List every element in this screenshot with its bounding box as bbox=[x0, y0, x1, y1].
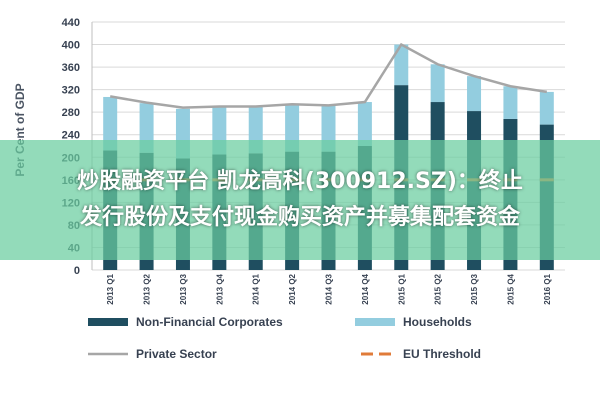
bar-households bbox=[503, 86, 518, 119]
x-tick-label: 2015 Q4 bbox=[506, 273, 515, 304]
x-tick-label: 2015 Q3 bbox=[470, 273, 479, 304]
x-tick-label: 2016 Q1 bbox=[543, 273, 552, 304]
x-tick-label: 2013 Q4 bbox=[215, 273, 224, 304]
x-tick-label: 2013 Q1 bbox=[106, 273, 115, 304]
news-overlay-banner: 炒股融资平台 凯龙高科(300912.SZ)：终止 发行股份及支付现金购买资产并… bbox=[0, 140, 600, 260]
y-tick-label: 440 bbox=[62, 17, 80, 29]
legend-eu-threshold-label: EU Threshold bbox=[403, 347, 481, 361]
bar-households bbox=[430, 64, 445, 103]
legend-non-financial-corporates-label: Non-Financial Corporates bbox=[136, 315, 283, 329]
y-tick-label: 320 bbox=[62, 85, 80, 97]
overlay-line-1: 炒股融资平台 凯龙高科(300912.SZ)：终止 bbox=[77, 169, 523, 194]
legend-private-sector-label: Private Sector bbox=[136, 347, 217, 361]
y-tick-label: 360 bbox=[62, 62, 80, 74]
x-tick-label: 2014 Q3 bbox=[325, 273, 334, 304]
y-tick-label: 0 bbox=[74, 265, 80, 277]
x-tick-label: 2014 Q1 bbox=[252, 273, 261, 304]
x-tick-label: 2015 Q1 bbox=[397, 273, 406, 304]
x-tick-label: 2014 Q2 bbox=[288, 273, 297, 304]
legend-non-financial-corporates-swatch bbox=[88, 318, 128, 326]
x-axis-ticks: 2013 Q1 2013 Q2 2013 Q3 2013 Q4 2014 Q1 2014 … bbox=[106, 273, 552, 304]
line-private-sector bbox=[109, 42, 547, 109]
x-tick-label: 2014 Q4 bbox=[361, 273, 370, 304]
bar-households bbox=[394, 44, 409, 86]
x-tick-label: 2013 Q2 bbox=[143, 273, 152, 304]
legend: Non-Financial Corporates Households Privat… bbox=[88, 315, 481, 361]
x-tick-label: 2015 Q2 bbox=[434, 273, 443, 304]
bar-households bbox=[539, 91, 554, 125]
y-tick-label: 280 bbox=[62, 107, 80, 119]
legend-households-label: Households bbox=[403, 315, 472, 329]
x-tick-label: 2013 Q3 bbox=[179, 273, 188, 304]
legend-households-swatch bbox=[355, 318, 395, 326]
bar-households bbox=[467, 76, 482, 112]
y-tick-label: 400 bbox=[62, 40, 80, 52]
bar-households bbox=[285, 104, 300, 152]
bar-households bbox=[103, 96, 118, 151]
y-tick-label: 240 bbox=[62, 130, 80, 142]
bar-households bbox=[357, 102, 372, 146]
overlay-line-2: 发行股份及支付现金购买资产并募集配套资金 bbox=[79, 205, 520, 230]
